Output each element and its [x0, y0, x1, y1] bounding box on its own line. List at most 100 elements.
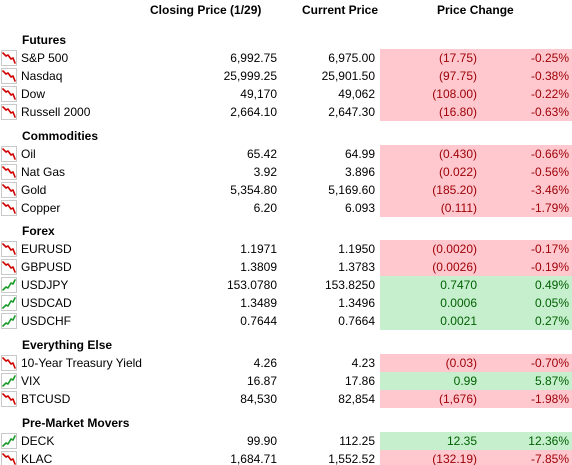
price-change: (1,676) — [438, 392, 477, 406]
price-change: (0.0026) — [432, 260, 477, 274]
current-price: 6,975.00 — [328, 51, 375, 65]
column-header-closing: Closing Price (1/29) — [150, 3, 262, 17]
table-row[interactable]: VIX 16.87 17.86 0.99 5.87% — [0, 372, 572, 390]
change-highlight — [380, 372, 572, 390]
change-highlight — [380, 67, 572, 85]
trend-down-icon — [1, 68, 17, 84]
trend-down-icon — [1, 86, 17, 102]
table-row[interactable]: EURUSD 1.1971 1.1950 (0.0020) -0.17% — [0, 240, 572, 258]
table-row[interactable]: USDCAD 1.3489 1.3496 0.0006 0.05% — [0, 294, 572, 312]
trend-up-icon — [1, 373, 17, 389]
table-row[interactable]: BTCUSD 84,530 82,854 (1,676) -1.98% — [0, 390, 572, 408]
change-highlight — [380, 276, 572, 294]
percent-change: -0.70% — [530, 356, 569, 370]
current-price: 1.3496 — [338, 296, 375, 310]
current-price: 25,901.50 — [321, 69, 375, 83]
ticker-name: BTCUSD — [21, 392, 71, 406]
current-price: 153.8250 — [324, 278, 375, 292]
closing-price: 5,354.80 — [230, 183, 277, 197]
ticker-name: Nat Gas — [21, 165, 66, 179]
price-change: 0.99 — [453, 374, 477, 388]
change-highlight — [380, 163, 572, 181]
table-row[interactable]: Copper 6.20 6.093 (0.111) -1.79% — [0, 199, 572, 217]
ticker-name: 10-Year Treasury Yield — [21, 356, 142, 370]
closing-price: 1.3809 — [240, 260, 277, 274]
current-price: 1.3783 — [338, 260, 375, 274]
closing-price: 6.20 — [253, 201, 277, 215]
table-row[interactable]: Russell 2000 2,664.10 2,647.30 (16.80) -0.63… — [0, 103, 572, 121]
percent-change: 5.87% — [534, 374, 569, 388]
price-change: (108.00) — [432, 87, 477, 101]
price-change: (0.111) — [440, 201, 477, 215]
price-change: (0.03) — [445, 356, 477, 370]
percent-change: -0.17% — [530, 242, 569, 256]
ticker-name: Russell 2000 — [21, 105, 91, 119]
ticker-name: GBPUSD — [21, 260, 72, 274]
price-change: (0.0020) — [432, 242, 477, 256]
section-title: Pre-Market Movers — [22, 416, 130, 430]
table-row[interactable]: KLAC 1,684.71 1,552.52 (132.19) -7.85% — [0, 450, 572, 465]
closing-price: 153.0780 — [226, 278, 277, 292]
percent-change: -0.25% — [530, 51, 569, 65]
current-price: 0.7664 — [338, 314, 375, 328]
percent-change: 0.27% — [534, 314, 569, 328]
current-price: 82,854 — [338, 392, 375, 406]
column-header-change: Price Change — [437, 3, 514, 17]
current-price: 49,062 — [338, 87, 375, 101]
percent-change: -0.56% — [530, 165, 569, 179]
table-row[interactable]: Nat Gas 3.92 3.896 (0.022) -0.56% — [0, 163, 572, 181]
table-row[interactable]: USDJPY 153.0780 153.8250 0.7470 0.49% — [0, 276, 572, 294]
current-price: 2,647.30 — [328, 105, 375, 119]
table-row[interactable]: S&P 500 6,992.75 6,975.00 (17.75) -0.25% — [0, 49, 572, 67]
column-header-current: Current Price — [302, 3, 379, 17]
price-change: 12.35 — [446, 434, 477, 448]
percent-change: -0.19% — [530, 260, 569, 274]
closing-price: 2,664.10 — [230, 105, 277, 119]
table-row[interactable]: Nasdaq 25,999.25 25,901.50 (97.75) -0.38% — [0, 67, 572, 85]
price-change: (132.19) — [432, 452, 477, 465]
trend-down-icon — [1, 259, 17, 275]
table-row[interactable]: Oil 65.42 64.99 (0.430) -0.66% — [0, 145, 572, 163]
trend-up-icon — [1, 313, 17, 329]
table-row[interactable]: DECK 99.90 112.25 12.35 12.36% — [0, 432, 572, 450]
price-change: (97.75) — [438, 69, 477, 83]
ticker-name: Copper — [21, 201, 61, 215]
percent-change: -0.66% — [530, 147, 569, 161]
change-highlight — [380, 258, 572, 276]
price-change: (16.80) — [438, 105, 477, 119]
price-change: (0.430) — [438, 147, 477, 161]
closing-price: 16.87 — [246, 374, 277, 388]
closing-price: 1.3489 — [240, 296, 277, 310]
percent-change: 0.05% — [534, 296, 569, 310]
percent-change: 12.36% — [528, 434, 569, 448]
section-title: Forex — [22, 224, 55, 238]
trend-down-icon — [1, 451, 17, 465]
closing-price: 3.92 — [253, 165, 277, 179]
table-row[interactable]: GBPUSD 1.3809 1.3783 (0.0026) -0.19% — [0, 258, 572, 276]
current-price: 6.093 — [344, 201, 375, 215]
change-highlight — [380, 49, 572, 67]
trend-down-icon — [1, 146, 17, 162]
trend-up-icon — [1, 295, 17, 311]
price-change: (0.022) — [438, 165, 477, 179]
trend-down-icon — [1, 104, 17, 120]
trend-down-icon — [1, 355, 17, 371]
table-row[interactable]: USDCHF 0.7644 0.7664 0.0021 0.27% — [0, 312, 572, 330]
current-price: 1,552.52 — [328, 452, 375, 465]
price-change: (17.75) — [438, 51, 477, 65]
trend-up-icon — [1, 277, 17, 293]
current-price: 3.896 — [344, 165, 375, 179]
price-change: (185.20) — [432, 183, 477, 197]
percent-change: -1.98% — [530, 392, 569, 406]
change-highlight — [380, 294, 572, 312]
closing-price: 0.7644 — [240, 314, 277, 328]
table-row[interactable]: Gold 5,354.80 5,169.60 (185.20) -3.46% — [0, 181, 572, 199]
table-row[interactable]: Dow 49,170 49,062 (108.00) -0.22% — [0, 85, 572, 103]
ticker-name: S&P 500 — [21, 51, 69, 65]
change-highlight — [380, 103, 572, 121]
closing-price: 1,684.71 — [230, 452, 277, 465]
ticker-name: USDCAD — [21, 296, 72, 310]
ticker-name: USDCHF — [21, 314, 71, 328]
closing-price: 84,530 — [240, 392, 277, 406]
table-row[interactable]: 10-Year Treasury Yield 4.26 4.23 (0.03) -0.7… — [0, 354, 572, 372]
